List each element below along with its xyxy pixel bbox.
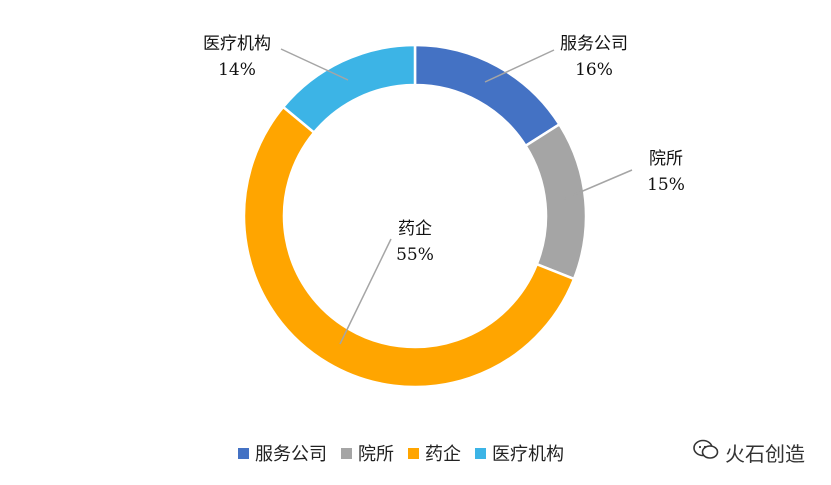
leader-line [339, 238, 392, 345]
leader-line [563, 169, 633, 200]
slice-label-name: 药企 [398, 219, 432, 239]
leader-lines [280, 48, 633, 345]
slice-label-percent: 16% [575, 60, 613, 80]
legend-label: 院所 [358, 444, 394, 465]
donut-slice [413, 43, 562, 148]
legend-item-service: 服务公司 [238, 440, 327, 466]
slice-label-percent: 14% [218, 60, 256, 80]
legend-swatch [341, 447, 352, 459]
slice-label-name: 服务公司 [560, 34, 628, 54]
legend-item-pharma: 药企 [408, 440, 461, 466]
donut-slice [281, 43, 417, 135]
slice-label-name: 医疗机构 [203, 34, 271, 54]
donut-slice [242, 105, 576, 389]
legend-swatch [238, 447, 249, 459]
watermark-text: 火石创造 [725, 442, 805, 466]
chart-legend: 服务公司 院所 药企 医疗机构 [238, 440, 564, 466]
donut-slice [523, 122, 588, 281]
slice-label-name: 院所 [649, 149, 683, 169]
slice-label-percent: 15% [647, 175, 685, 195]
legend-label: 服务公司 [255, 444, 327, 465]
legend-swatch [475, 447, 486, 459]
slice-label-percent: 55% [396, 245, 434, 265]
legend-item-institute: 院所 [341, 440, 394, 466]
legend-item-medical: 医疗机构 [475, 440, 564, 466]
donut-slices [242, 43, 588, 389]
leader-line [484, 49, 555, 83]
data-labels: 服务公司 16% 院所 15% 药企 55% 医疗机构 14% [203, 34, 685, 265]
legend-swatch [408, 447, 419, 459]
legend-label: 药企 [425, 444, 461, 465]
wechat-icon [693, 439, 719, 466]
leader-line [280, 48, 349, 81]
legend-label: 医疗机构 [492, 444, 564, 465]
watermark: 火石创造 [693, 438, 805, 467]
